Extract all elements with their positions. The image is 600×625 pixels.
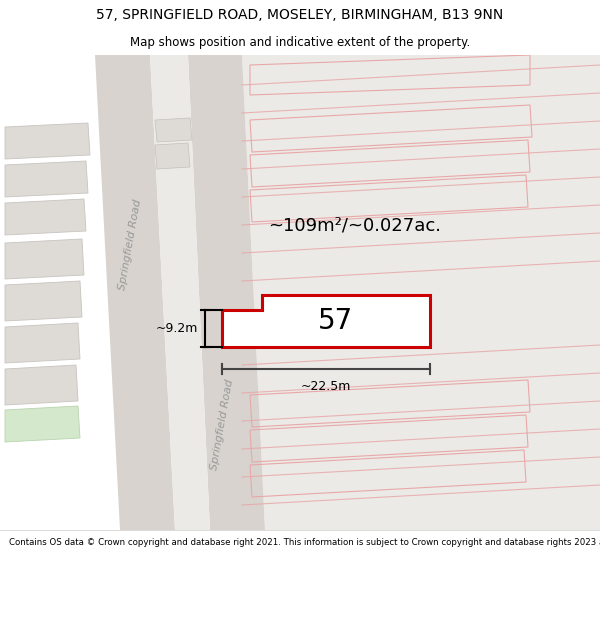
- Text: 57: 57: [319, 307, 353, 335]
- Polygon shape: [5, 323, 80, 363]
- Text: Map shows position and indicative extent of the property.: Map shows position and indicative extent…: [130, 36, 470, 49]
- Polygon shape: [222, 295, 430, 347]
- Polygon shape: [5, 161, 88, 197]
- Text: ~9.2m: ~9.2m: [156, 322, 198, 335]
- Polygon shape: [242, 55, 600, 530]
- Polygon shape: [188, 55, 265, 530]
- Text: 57, SPRINGFIELD ROAD, MOSELEY, BIRMINGHAM, B13 9NN: 57, SPRINGFIELD ROAD, MOSELEY, BIRMINGHA…: [97, 8, 503, 22]
- Polygon shape: [5, 406, 80, 442]
- Polygon shape: [5, 365, 78, 405]
- Polygon shape: [5, 281, 82, 321]
- Polygon shape: [150, 55, 210, 530]
- Text: Springfield Road: Springfield Road: [209, 379, 235, 471]
- Text: ~109m²/~0.027ac.: ~109m²/~0.027ac.: [269, 216, 442, 234]
- Polygon shape: [5, 199, 86, 235]
- Polygon shape: [95, 55, 175, 530]
- Polygon shape: [155, 118, 192, 142]
- Text: ~22.5m: ~22.5m: [301, 381, 351, 394]
- Text: Springfield Road: Springfield Road: [117, 199, 143, 291]
- Polygon shape: [155, 143, 190, 169]
- Polygon shape: [5, 123, 90, 159]
- Polygon shape: [5, 239, 84, 279]
- Text: Contains OS data © Crown copyright and database right 2021. This information is : Contains OS data © Crown copyright and d…: [9, 538, 600, 547]
